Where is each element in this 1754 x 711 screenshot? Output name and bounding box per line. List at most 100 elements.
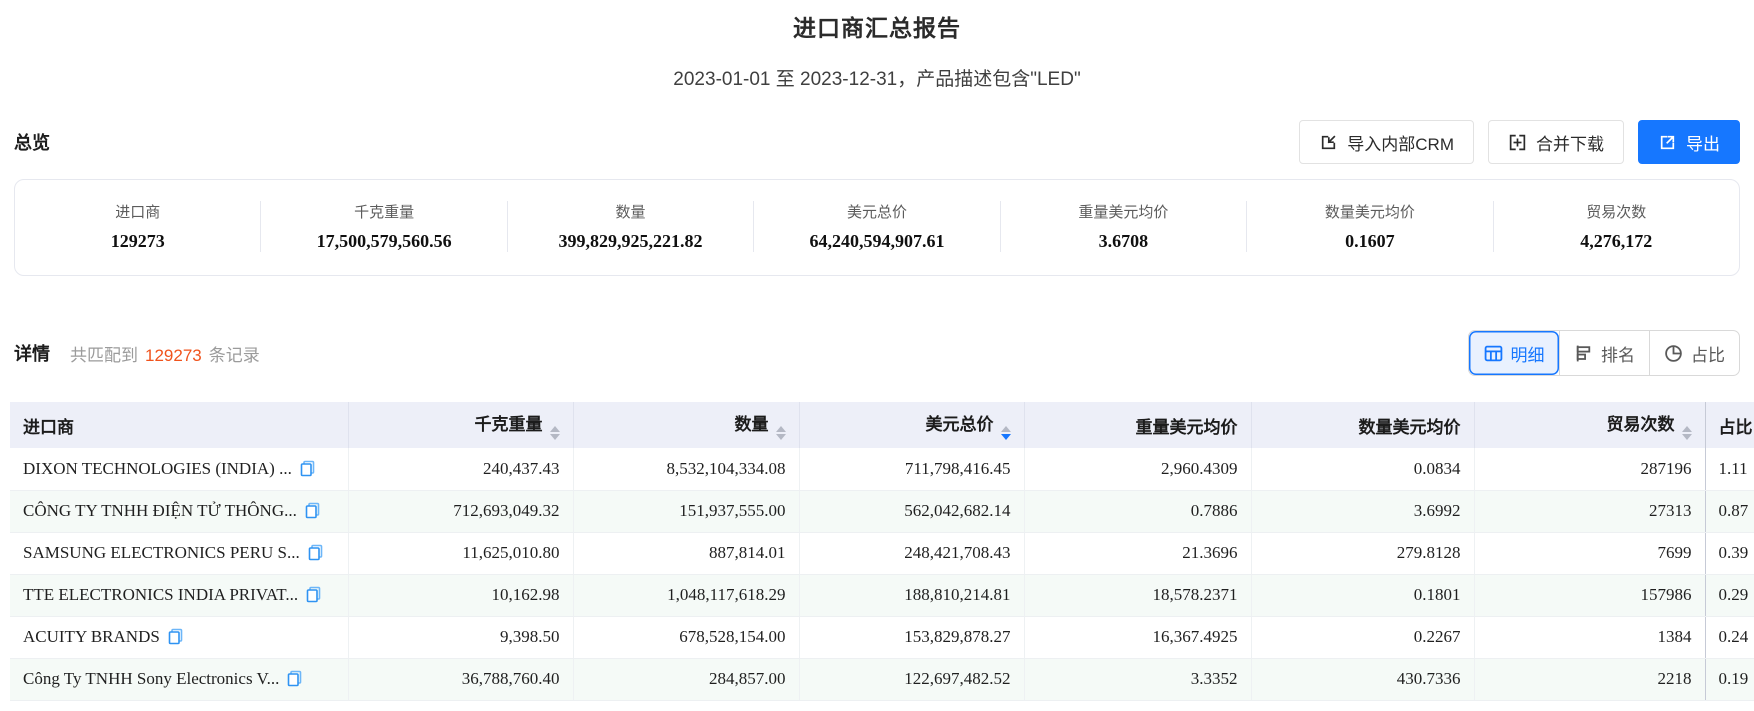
- column-label: 重量美元均价: [1135, 417, 1238, 437]
- cell-usd_per_kg: 21.3696: [1024, 532, 1252, 575]
- match-suffix: 条记录: [208, 345, 260, 365]
- stat-item: 数量 399,829,925,221.82: [506, 201, 753, 252]
- cell-usd_per_kg: 16,367.4925: [1024, 616, 1252, 659]
- stat-label: 数量: [615, 204, 646, 221]
- column-label: 千克重量: [474, 414, 543, 434]
- cell-share: 0.19: [1705, 658, 1754, 701]
- tab-detail-label: 明细: [1510, 345, 1545, 365]
- table-row: SAMSUNG ELECTRONICS PERU S... 11,625,010.…: [10, 532, 1754, 575]
- table-header-row: 进口商 千克重量 数量 美元总价 重量美元均价 数量美元均价 贸易次数 占比: [10, 402, 1754, 448]
- cell-usd: 153,829,878.27: [799, 616, 1025, 659]
- copy-icon[interactable]: [308, 544, 323, 561]
- cell-usd: 562,042,682.14: [799, 490, 1025, 533]
- export-label: 导出: [1686, 134, 1720, 154]
- cell-qty: 8,532,104,334.08: [573, 448, 800, 491]
- importer-name: DIXON TECHNOLOGIES (INDIA) ...: [23, 458, 292, 478]
- cell-importer: SAMSUNG ELECTRONICS PERU S...: [10, 532, 349, 575]
- cell-share: 0.39: [1705, 532, 1754, 575]
- stat-item: 数量美元均价 0.1607: [1246, 201, 1492, 252]
- column-header-qty[interactable]: 数量: [573, 402, 800, 448]
- cell-qty: 678,528,154.00: [573, 616, 800, 659]
- stat-label: 美元总价: [846, 204, 907, 221]
- page-title: 进口商汇总报告: [793, 15, 961, 41]
- importers-table: 进口商 千克重量 数量 美元总价 重量美元均价 数量美元均价 贸易次数 占比 DIXON TEC…: [10, 402, 1754, 701]
- table-row: TTE ELECTRONICS INDIA PRIVAT... 10,162.98…: [10, 574, 1754, 617]
- export-icon: [1658, 133, 1677, 152]
- stat-item: 美元总价 64,240,594,907.61: [753, 201, 999, 252]
- tab-share[interactable]: 占比: [1649, 331, 1739, 375]
- export-button[interactable]: 导出: [1638, 120, 1740, 164]
- column-label: 美元总价: [925, 414, 994, 434]
- details-section-title: 详情: [14, 344, 50, 364]
- stat-item: 贸易次数 4,276,172: [1492, 201, 1739, 252]
- stat-value: 3.6708: [1098, 231, 1149, 251]
- merge-download-button[interactable]: 合并下载: [1488, 120, 1624, 164]
- cell-usd_per_qty: 0.2267: [1251, 616, 1475, 659]
- overview-section-bar: 总览 导入内部CRM 合并下载: [0, 119, 1754, 165]
- column-header-usd_per_qty: 数量美元均价: [1251, 402, 1475, 448]
- stat-item: 进口商 129273: [15, 201, 260, 252]
- cell-usd: 122,697,482.52: [799, 658, 1025, 701]
- copy-icon[interactable]: [305, 502, 320, 519]
- import-icon: [1319, 133, 1338, 152]
- sort-icon: [775, 425, 786, 441]
- view-switch: 明细 排名 占比: [1468, 330, 1740, 376]
- merge-download-label: 合并下载: [1536, 134, 1604, 154]
- cell-usd_per_kg: 18,578.2371: [1024, 574, 1252, 617]
- sort-icon: [1000, 425, 1011, 441]
- cell-trades: 7699: [1474, 532, 1706, 575]
- stat-value: 17,500,579,560.56: [316, 231, 452, 251]
- stat-label: 进口商: [115, 204, 161, 221]
- import-crm-button[interactable]: 导入内部CRM: [1299, 120, 1474, 164]
- column-header-kg[interactable]: 千克重量: [348, 402, 574, 448]
- cell-trades: 27313: [1474, 490, 1706, 533]
- cell-kg: 240,437.43: [348, 448, 574, 491]
- cell-usd_per_kg: 2,960.4309: [1024, 448, 1252, 491]
- table-row: Công Ty TNHH Sony Electronics V... 36,788…: [10, 658, 1754, 701]
- table-wrap: 进口商 千克重量 数量 美元总价 重量美元均价 数量美元均价 贸易次数 占比 DIXON TEC…: [10, 402, 1754, 701]
- column-header-share: 占比: [1705, 402, 1754, 448]
- column-header-usd_per_kg: 重量美元均价: [1024, 402, 1252, 448]
- column-header-importer: 进口商: [10, 402, 349, 448]
- cell-importer: DIXON TECHNOLOGIES (INDIA) ...: [10, 448, 349, 491]
- cell-kg: 36,788,760.40: [348, 658, 574, 701]
- column-header-trades[interactable]: 贸易次数: [1474, 402, 1706, 448]
- stat-label: 千克重量: [354, 204, 415, 221]
- cell-importer: Công Ty TNHH Sony Electronics V...: [10, 658, 349, 701]
- copy-icon[interactable]: [287, 670, 302, 687]
- cell-kg: 10,162.98: [348, 574, 574, 617]
- ranking-icon: [1574, 344, 1593, 363]
- column-header-usd[interactable]: 美元总价: [799, 402, 1025, 448]
- cell-usd_per_qty: 0.0834: [1251, 448, 1475, 491]
- stat-item: 千克重量 17,500,579,560.56: [260, 201, 506, 252]
- import-crm-label: 导入内部CRM: [1347, 134, 1454, 154]
- cell-usd_per_kg: 3.3352: [1024, 658, 1252, 701]
- sort-icon: [549, 425, 560, 441]
- stat-value: 0.1607: [1345, 231, 1395, 251]
- match-prefix: 共匹配到: [70, 345, 138, 365]
- action-buttons: 导入内部CRM 合并下载 导出: [1299, 120, 1740, 164]
- match-info: 共匹配到 129273 条记录: [70, 341, 260, 366]
- table-icon: [1484, 344, 1503, 363]
- cell-qty: 151,937,555.00: [573, 490, 800, 533]
- cell-trades: 2218: [1474, 658, 1706, 701]
- stat-label: 贸易次数: [1586, 204, 1647, 221]
- cell-importer: TTE ELECTRONICS INDIA PRIVAT...: [10, 574, 349, 617]
- cell-usd: 711,798,416.45: [799, 448, 1025, 491]
- cell-share: 0.87: [1705, 490, 1754, 533]
- cell-share: 1.11: [1705, 448, 1754, 491]
- cell-trades: 287196: [1474, 448, 1706, 491]
- stat-value: 399,829,925,221.82: [558, 231, 703, 251]
- cell-kg: 712,693,049.32: [348, 490, 574, 533]
- copy-icon[interactable]: [306, 586, 321, 603]
- sort-icon: [1681, 425, 1692, 441]
- copy-icon[interactable]: [168, 628, 183, 645]
- importer-name: Công Ty TNHH Sony Electronics V...: [23, 669, 280, 688]
- tab-ranking[interactable]: 排名: [1559, 331, 1649, 375]
- cell-importer: CÔNG TY TNHH ĐIỆN TỬ THÔNG...: [10, 490, 349, 533]
- tab-detail[interactable]: 明细: [1469, 331, 1559, 375]
- cell-kg: 9,398.50: [348, 616, 574, 659]
- cell-share: 0.24: [1705, 616, 1754, 659]
- stat-item: 重量美元均价 3.6708: [999, 201, 1246, 252]
- copy-icon[interactable]: [300, 460, 315, 477]
